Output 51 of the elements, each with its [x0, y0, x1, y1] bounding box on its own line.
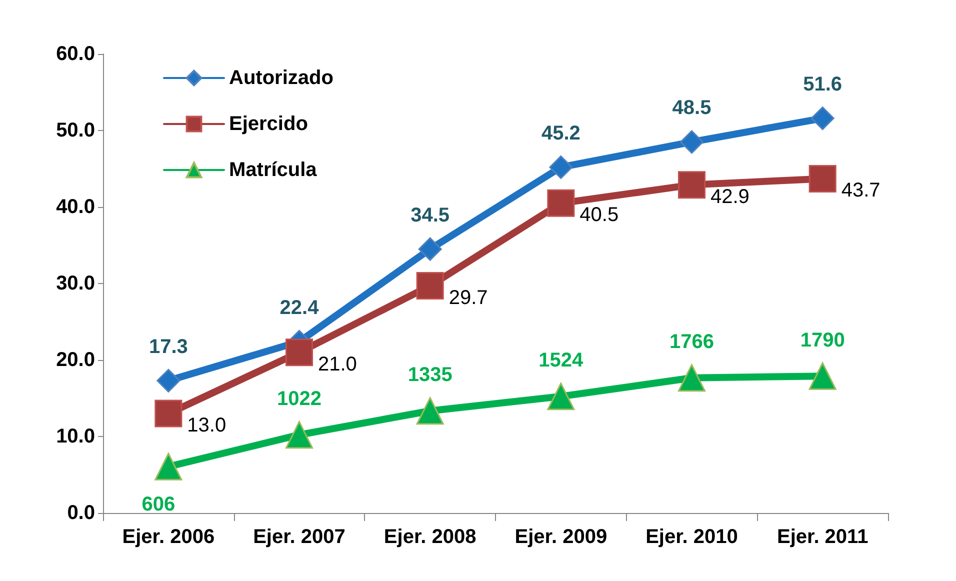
data-label: 43.7	[841, 180, 880, 202]
point	[286, 421, 313, 449]
y-tick-label: 10.0	[56, 426, 95, 448]
data-label: 29.7	[448, 286, 488, 309]
y-tick-label: 20.0	[56, 349, 95, 371]
data-label: 13.0	[187, 414, 226, 437]
data-label: 1790	[800, 329, 845, 352]
y-tick-label: 50.0	[56, 120, 95, 142]
point	[808, 164, 836, 192]
point	[547, 382, 575, 410]
legend-label: Matrícula	[229, 159, 318, 181]
x-tick-label: Ejer. 2009	[514, 526, 608, 548]
data-label: 45.2	[541, 122, 580, 144]
x-tick-label: Ejer. 2008	[384, 526, 476, 548]
point	[808, 362, 836, 390]
point	[416, 272, 444, 300]
legend-label: Autorizado	[229, 67, 334, 89]
point	[418, 237, 442, 261]
data-label: 1524	[538, 350, 584, 372]
point	[678, 364, 706, 392]
y-tick-label: 30.0	[56, 272, 95, 294]
legend-label: Ejercido	[229, 113, 308, 135]
y-tick-label: 60.0	[56, 43, 95, 65]
point	[286, 338, 313, 366]
point	[678, 171, 706, 199]
y-tick-label: 0.0	[67, 502, 95, 524]
point	[156, 368, 180, 392]
data-label: 34.5	[410, 204, 450, 226]
point	[416, 397, 444, 425]
x-tick-label: Ejer. 2010	[646, 526, 738, 548]
point	[549, 155, 573, 179]
point	[547, 189, 575, 217]
x-tick-label: Ejer. 2006	[122, 526, 215, 548]
data-label: 1022	[277, 388, 322, 410]
point	[154, 452, 182, 480]
point	[154, 400, 182, 428]
data-label: 606	[142, 493, 176, 516]
data-label: 1766	[670, 331, 714, 354]
data-label: 42.9	[710, 186, 750, 208]
point	[810, 106, 834, 130]
data-label: 1335	[408, 364, 452, 386]
data-label: 22.4	[280, 296, 320, 319]
data-label: 21.0	[318, 353, 357, 376]
y-tick-label: 40.0	[56, 196, 95, 218]
data-label: 48.5	[672, 97, 712, 120]
data-label: 17.3	[148, 336, 188, 358]
x-tick-label: Ejer. 2011	[776, 526, 868, 548]
x-tick-label: Ejer. 2007	[253, 526, 346, 548]
point	[680, 130, 704, 154]
data-label: 51.6	[803, 74, 842, 96]
data-label: 40.5	[580, 204, 619, 226]
